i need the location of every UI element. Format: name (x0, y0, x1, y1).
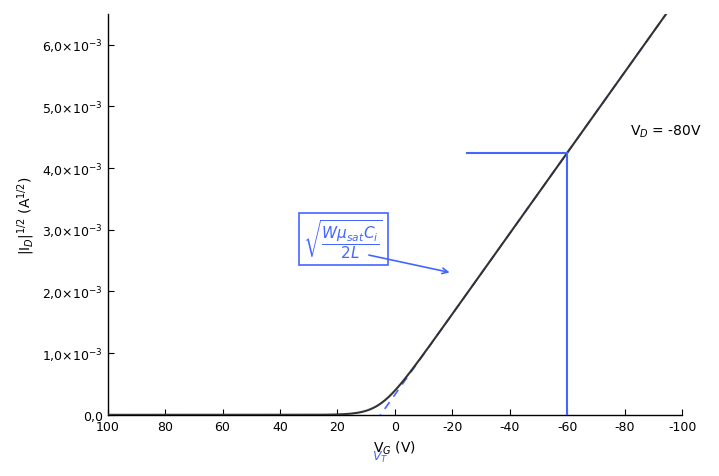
X-axis label: V$_G$ (V): V$_G$ (V) (373, 438, 416, 456)
Text: $\sqrt{\dfrac{W\mu_{sat}C_i}{2L}}$: $\sqrt{\dfrac{W\mu_{sat}C_i}{2L}}$ (303, 218, 383, 261)
Y-axis label: |I$_D$|$^{1/2}$ (A$^{1/2}$): |I$_D$|$^{1/2}$ (A$^{1/2}$) (15, 176, 37, 254)
Text: V$_D$ = -80V: V$_D$ = -80V (631, 124, 702, 140)
Text: $V_T$: $V_T$ (372, 449, 389, 464)
